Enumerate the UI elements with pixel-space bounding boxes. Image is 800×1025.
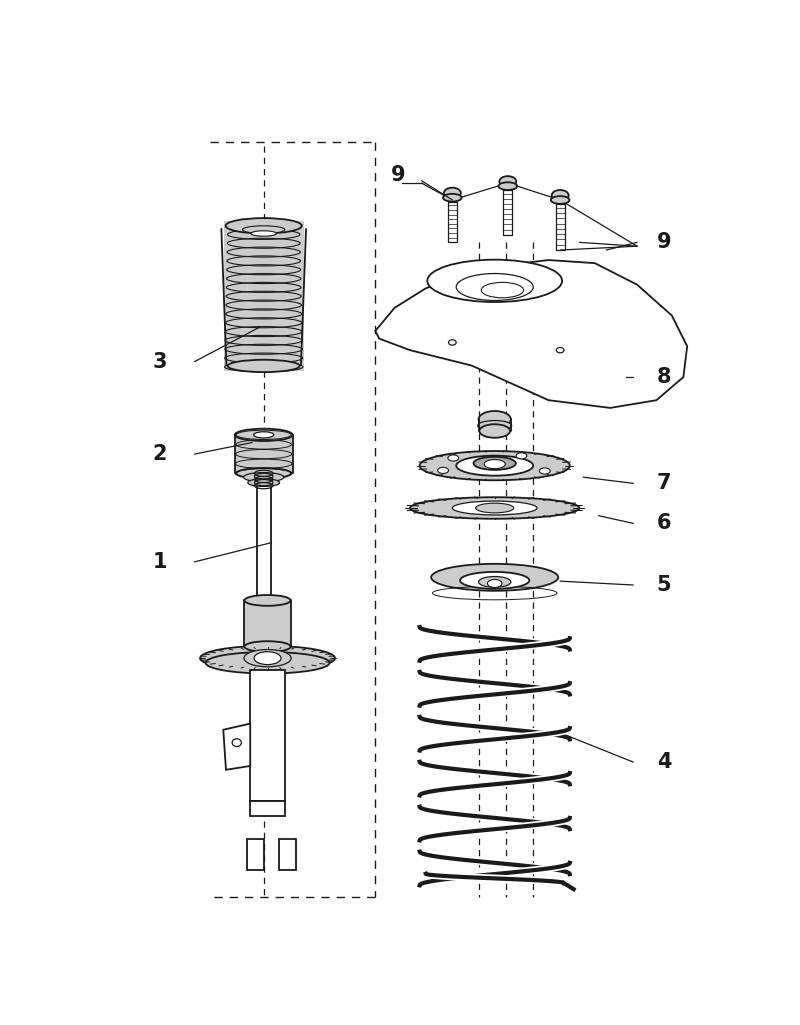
Ellipse shape [251,231,277,236]
Ellipse shape [248,479,279,487]
Ellipse shape [228,360,300,372]
Ellipse shape [254,652,281,664]
Ellipse shape [476,503,514,512]
Bar [448,202,457,242]
Text: 4: 4 [657,752,671,772]
Ellipse shape [474,457,516,469]
Ellipse shape [449,339,456,345]
Ellipse shape [556,347,564,353]
Text: 9: 9 [391,165,406,186]
Bar [257,485,270,601]
Ellipse shape [552,190,569,201]
Ellipse shape [420,451,570,481]
Ellipse shape [478,576,511,587]
Ellipse shape [539,467,550,474]
Ellipse shape [245,642,290,652]
Ellipse shape [456,456,534,476]
Ellipse shape [244,650,291,667]
Ellipse shape [443,194,462,202]
Ellipse shape [499,176,516,187]
Bar [555,204,565,250]
Ellipse shape [410,497,579,519]
Text: 5: 5 [657,575,671,594]
Bar [503,190,513,235]
Ellipse shape [200,646,335,670]
Ellipse shape [484,459,506,468]
Text: 7: 7 [657,474,671,493]
Bar [235,435,293,474]
Ellipse shape [431,564,558,590]
Bar [224,221,303,371]
Text: 6: 6 [657,514,671,533]
Bar [250,801,285,816]
Ellipse shape [254,432,274,438]
Ellipse shape [452,501,537,515]
Ellipse shape [479,424,510,438]
Ellipse shape [242,226,285,234]
Polygon shape [375,260,687,408]
Polygon shape [223,724,250,770]
Ellipse shape [478,411,511,427]
Ellipse shape [444,188,461,199]
Ellipse shape [551,196,570,204]
Bar [245,601,290,647]
Text: 9: 9 [657,233,671,252]
Ellipse shape [427,259,562,302]
Ellipse shape [245,594,290,606]
Text: 1: 1 [153,551,167,572]
Bar [246,839,264,870]
Ellipse shape [516,453,527,459]
Ellipse shape [243,473,284,482]
Ellipse shape [460,572,530,588]
Ellipse shape [235,428,293,441]
Text: 8: 8 [657,367,671,387]
Ellipse shape [236,468,291,479]
Text: 2: 2 [153,444,167,464]
Ellipse shape [232,739,242,746]
Ellipse shape [438,467,449,474]
Text: 3: 3 [153,352,167,372]
Ellipse shape [498,182,517,190]
Bar [250,669,285,801]
Ellipse shape [487,579,502,587]
Bar [279,839,296,870]
Ellipse shape [226,218,302,234]
Ellipse shape [448,455,458,461]
Ellipse shape [206,652,330,673]
Ellipse shape [478,420,512,430]
